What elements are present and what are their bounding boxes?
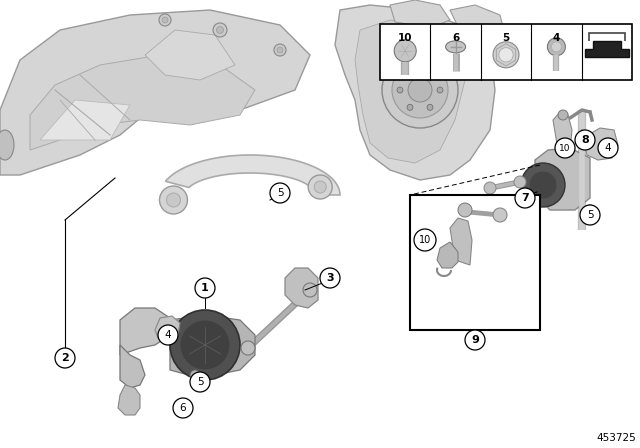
Circle shape xyxy=(585,205,595,215)
Polygon shape xyxy=(120,345,145,388)
Circle shape xyxy=(270,183,290,203)
Circle shape xyxy=(190,370,200,380)
Ellipse shape xyxy=(0,130,14,160)
Circle shape xyxy=(314,181,326,193)
Circle shape xyxy=(499,47,513,62)
Circle shape xyxy=(427,104,433,110)
Text: 6: 6 xyxy=(180,403,186,413)
Bar xyxy=(380,24,632,80)
Text: 7: 7 xyxy=(521,193,529,203)
Bar xyxy=(410,195,540,330)
Text: 10: 10 xyxy=(419,235,431,245)
Text: 4: 4 xyxy=(553,33,560,43)
Polygon shape xyxy=(450,218,472,265)
Circle shape xyxy=(308,175,332,199)
Circle shape xyxy=(158,325,178,345)
Circle shape xyxy=(407,70,413,76)
Polygon shape xyxy=(450,5,505,42)
Text: 9: 9 xyxy=(471,335,479,345)
Circle shape xyxy=(195,278,215,298)
Circle shape xyxy=(392,62,448,118)
Circle shape xyxy=(180,320,230,370)
Circle shape xyxy=(216,26,223,34)
Text: 5: 5 xyxy=(587,210,593,220)
Circle shape xyxy=(170,310,240,380)
Circle shape xyxy=(159,14,171,26)
Polygon shape xyxy=(30,55,255,150)
Text: 4: 4 xyxy=(164,330,172,340)
Polygon shape xyxy=(390,0,450,28)
Polygon shape xyxy=(170,315,255,378)
Circle shape xyxy=(484,182,496,194)
Circle shape xyxy=(514,176,526,188)
Circle shape xyxy=(529,171,557,199)
Circle shape xyxy=(213,23,227,37)
Circle shape xyxy=(414,229,436,251)
Circle shape xyxy=(458,203,472,217)
Text: 3: 3 xyxy=(326,273,334,283)
Circle shape xyxy=(547,38,565,56)
Circle shape xyxy=(493,42,519,68)
Ellipse shape xyxy=(445,41,466,53)
Circle shape xyxy=(465,330,485,350)
Circle shape xyxy=(555,138,575,158)
Circle shape xyxy=(159,186,188,214)
Polygon shape xyxy=(40,100,130,140)
Text: 5: 5 xyxy=(502,33,509,43)
Text: 10: 10 xyxy=(398,33,412,43)
Circle shape xyxy=(521,163,565,207)
Circle shape xyxy=(166,193,180,207)
Text: 2: 2 xyxy=(61,353,69,363)
Circle shape xyxy=(598,138,618,158)
Circle shape xyxy=(241,341,255,355)
Text: 4: 4 xyxy=(605,143,611,153)
Polygon shape xyxy=(0,10,310,175)
Circle shape xyxy=(575,130,595,150)
Circle shape xyxy=(274,44,286,56)
Polygon shape xyxy=(155,316,180,340)
Text: 453725: 453725 xyxy=(596,433,636,443)
Polygon shape xyxy=(437,242,458,268)
Circle shape xyxy=(303,283,317,297)
Polygon shape xyxy=(165,155,340,195)
Polygon shape xyxy=(584,128,618,160)
Circle shape xyxy=(320,268,340,288)
Circle shape xyxy=(407,104,413,110)
Polygon shape xyxy=(553,112,572,150)
Circle shape xyxy=(162,17,168,23)
Polygon shape xyxy=(118,385,140,415)
Polygon shape xyxy=(335,5,495,180)
Polygon shape xyxy=(355,20,465,163)
Circle shape xyxy=(382,52,458,128)
Circle shape xyxy=(397,87,403,93)
Text: 8: 8 xyxy=(581,135,589,145)
Circle shape xyxy=(493,208,507,222)
Circle shape xyxy=(427,70,433,76)
Polygon shape xyxy=(285,268,318,308)
Text: 1: 1 xyxy=(201,283,209,293)
Text: 10: 10 xyxy=(559,143,571,152)
Circle shape xyxy=(55,348,75,368)
Circle shape xyxy=(437,87,443,93)
Circle shape xyxy=(580,205,600,225)
Circle shape xyxy=(277,47,283,53)
Circle shape xyxy=(173,398,193,418)
Circle shape xyxy=(552,42,561,52)
Circle shape xyxy=(558,110,568,120)
Circle shape xyxy=(190,372,210,392)
Polygon shape xyxy=(535,148,590,210)
Polygon shape xyxy=(585,41,629,57)
Text: 6: 6 xyxy=(452,33,460,43)
Circle shape xyxy=(394,40,416,62)
Text: 5: 5 xyxy=(196,377,204,387)
Text: 5: 5 xyxy=(276,188,284,198)
Circle shape xyxy=(408,78,432,102)
Polygon shape xyxy=(145,30,235,80)
Polygon shape xyxy=(120,308,170,355)
Circle shape xyxy=(515,188,535,208)
